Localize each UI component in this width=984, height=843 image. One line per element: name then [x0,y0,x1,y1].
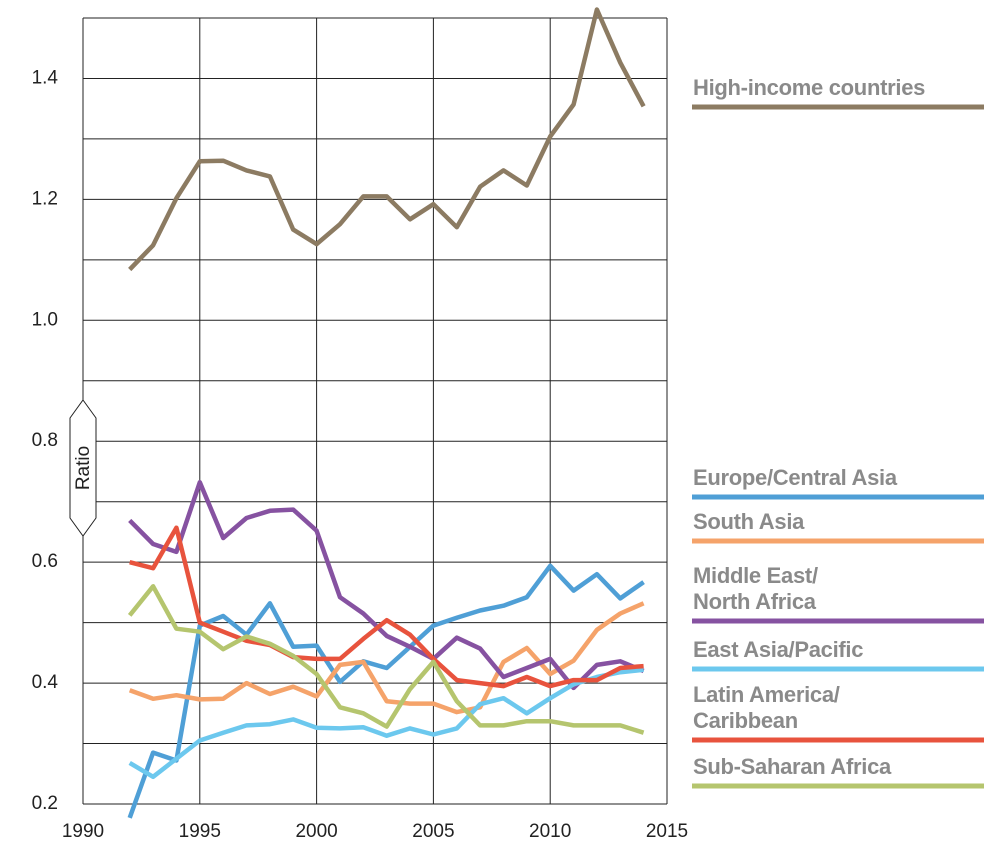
legend-label: Europe/Central Asia [693,465,897,490]
series-line [127,563,645,819]
x-tick-label: 2010 [529,821,571,842]
y-label-arrow [69,399,97,537]
legend-label: East Asia/Pacific [693,637,864,662]
y-tick-label: 1.4 [32,67,59,88]
x-tick-label: 2000 [295,821,337,842]
x-tick-label: 1990 [62,821,104,842]
y-tick-label: 1.0 [32,309,58,330]
series-line [128,667,644,780]
legend-label: Sub-Saharan Africa [693,754,891,779]
y-tick-label: 1.2 [32,188,58,209]
series-line [128,7,646,272]
legend-label: Latin America/ Caribbean [693,682,840,733]
legend-label: South Asia [693,509,805,534]
y-tick-label: 0.8 [32,430,58,451]
y-tick-label: 0.2 [32,793,58,814]
series-line [128,480,645,691]
y-tick-label: 0.6 [32,551,58,572]
legend-label: High-income countries [693,75,926,100]
y-tick-label: 0.4 [32,672,59,693]
x-tick-label: 2005 [412,821,454,842]
series-line [129,525,644,689]
legend-label: Middle East/ North Africa [693,563,818,614]
x-tick-label: 1995 [179,821,221,842]
y-axis-label: Ratio [73,446,94,490]
series-line [127,584,645,735]
x-tick-label: 2015 [646,821,688,842]
